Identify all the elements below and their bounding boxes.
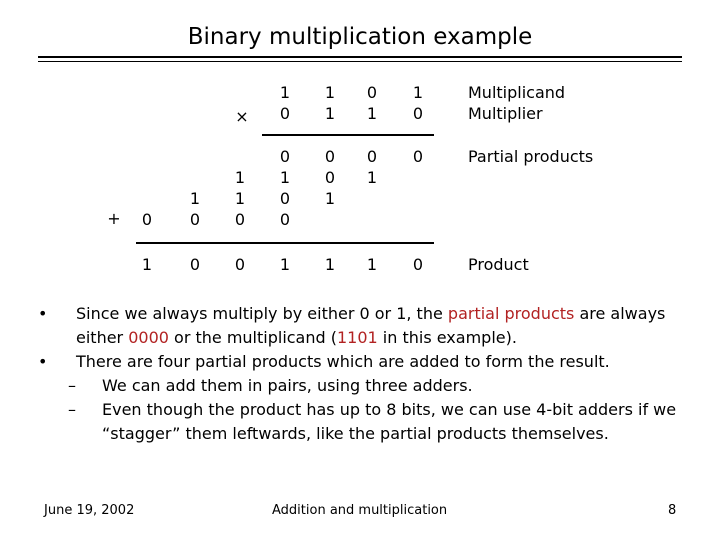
partial-product-bit: 0 (412, 147, 424, 166)
bullet-text: in this example). (377, 328, 517, 347)
partial-product-bit: 0 (234, 210, 246, 229)
sub-bullet-item: – Even though the product has up to 8 bit… (38, 398, 698, 446)
title-rule (38, 56, 682, 58)
footer-subject: Addition and multiplication (272, 503, 448, 518)
partial-product-bit: 1 (234, 189, 246, 208)
multiplier-label: Multiplier (468, 104, 543, 123)
product-bit: 0 (189, 255, 201, 274)
bullet-marker: • (38, 352, 48, 371)
multiplier-bit: 1 (324, 104, 336, 123)
partial-product-bit: 0 (366, 147, 378, 166)
partial-product-bit: 1 (189, 189, 201, 208)
page-number: 8 (668, 503, 677, 518)
highlighted-text: 1101 (336, 328, 378, 347)
slide-title: Binary multiplication example (187, 24, 533, 50)
bullet-marker: • (38, 304, 48, 323)
partial-product-bit: 1 (279, 168, 291, 187)
bullet-text: There are four partial products which ar… (76, 352, 610, 371)
partial-product-bit: 0 (141, 210, 153, 229)
product-label: Product (468, 255, 529, 274)
multiplier-bit: 0 (279, 104, 291, 123)
sum-rule (136, 242, 434, 244)
product-bit: 0 (234, 255, 246, 274)
partial-product-bit: 0 (279, 210, 291, 229)
partial-product-bit: 0 (279, 147, 291, 166)
product-bit: 1 (324, 255, 336, 274)
bullet-text: or the multiplicand ( (168, 328, 337, 347)
product-bit: 1 (366, 255, 378, 274)
bullet-text: We can add them in pairs, using three ad… (102, 376, 473, 395)
product-bit: 1 (141, 255, 153, 274)
partial-product-bit: 1 (234, 168, 246, 187)
dash-marker: – (68, 400, 76, 419)
partial-product-bit: 1 (324, 189, 336, 208)
partial-product-bit: 0 (324, 168, 336, 187)
product-bit: 0 (412, 255, 424, 274)
multiplier-bit: 0 (412, 104, 424, 123)
dash-marker: – (68, 376, 76, 395)
title-rule-thin (38, 61, 682, 62)
highlighted-text: 0000 (128, 328, 169, 347)
plus-sign: + (107, 209, 121, 228)
partial-product-bit: 0 (189, 210, 201, 229)
multiplicand-label: Multiplicand (468, 83, 566, 102)
partial-products-label: Partial products (468, 147, 594, 166)
bullet-text: Even though the product has up to 8 bits… (102, 400, 677, 443)
partial-product-bit: 0 (324, 147, 336, 166)
partial-product-bit: 0 (279, 189, 291, 208)
times-sign: × (235, 107, 249, 126)
multiplicand-bit: 1 (412, 83, 424, 102)
highlighted-text: partial products (447, 304, 575, 323)
bullet-text: are always either (76, 304, 666, 347)
multiplier-bit: 1 (366, 104, 378, 123)
bullet-list: • Since we always multiply by either 0 or… (38, 302, 698, 446)
product-bit: 1 (279, 255, 291, 274)
multiplicand-bit: 0 (366, 83, 378, 102)
bullet-text: Since we always multiply by either 0 or … (76, 304, 448, 323)
sub-bullet-item: – We can add them in pairs, using three a… (38, 374, 698, 398)
partial-product-bit: 1 (366, 168, 378, 187)
bullet-item: • There are four partial products which a… (38, 350, 698, 374)
operand-rule (262, 134, 434, 136)
multiplicand-bit: 1 (324, 83, 336, 102)
footer-date: June 19, 2002 (44, 503, 135, 518)
multiplicand-bit: 1 (279, 83, 291, 102)
bullet-item: • Since we always multiply by either 0 or… (38, 302, 698, 350)
